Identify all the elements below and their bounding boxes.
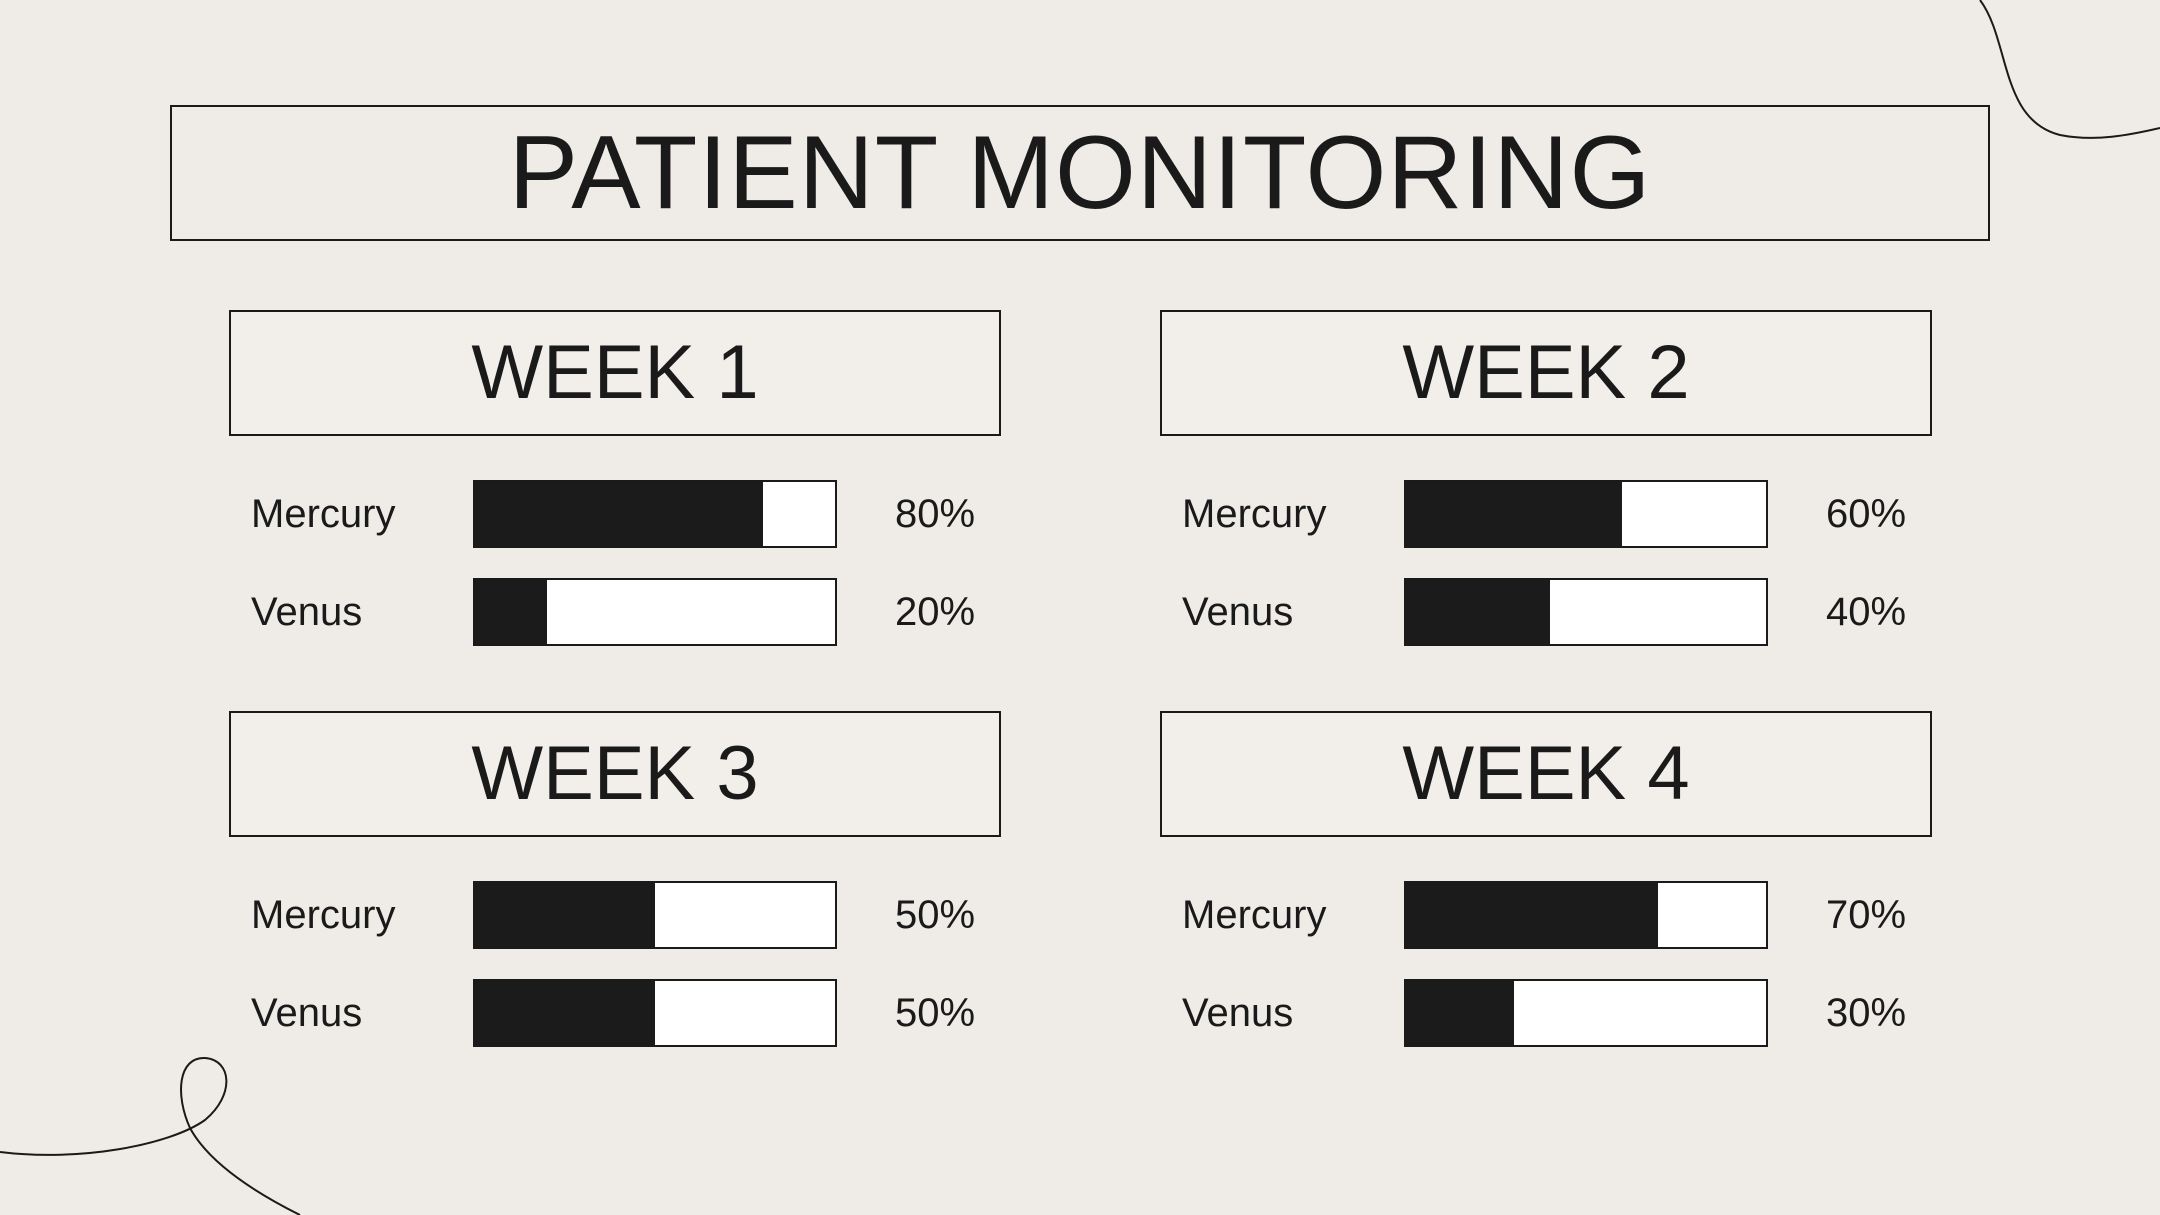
progress-bar (473, 578, 837, 646)
metric-row-venus: Venus 40% (1160, 578, 1932, 646)
week-header: WEEK 4 (1160, 711, 1932, 837)
progress-fill (475, 981, 655, 1045)
progress-bar (1404, 578, 1768, 646)
progress-bar (1404, 881, 1768, 949)
progress-fill (1406, 482, 1622, 546)
week-header: WEEK 1 (229, 310, 1001, 436)
metric-label: Mercury (251, 492, 396, 536)
metric-label: Venus (1182, 590, 1294, 634)
metric-percent: 80% (895, 492, 976, 536)
page-title: PATIENT MONITORING (508, 115, 1652, 231)
metric-label: Venus (1182, 991, 1294, 1035)
metric-row-mercury: Mercury 50% (229, 881, 1001, 949)
progress-fill (475, 883, 655, 947)
metric-row-venus: Venus 50% (229, 979, 1001, 1047)
week-title: WEEK 2 (1402, 330, 1690, 415)
metric-label: Mercury (251, 893, 396, 937)
metric-percent: 70% (1826, 893, 1907, 937)
metric-percent: 50% (895, 991, 976, 1035)
metric-percent: 30% (1826, 991, 1907, 1035)
progress-fill (1406, 883, 1658, 947)
bottom-left-loop (0, 1056, 301, 1215)
metric-row-mercury: Mercury 70% (1160, 881, 1932, 949)
metric-row-mercury: Mercury 60% (1160, 480, 1932, 548)
week-header: WEEK 2 (1160, 310, 1932, 436)
title-box: PATIENT MONITORING (170, 105, 1990, 241)
week-panel-3: WEEK 3 Mercury 50% Venus 50% (229, 711, 1001, 1051)
progress-bar (1404, 979, 1768, 1047)
progress-bar (473, 881, 837, 949)
metric-percent: 40% (1826, 590, 1907, 634)
top-right-curve (1979, 0, 2160, 139)
metric-percent: 20% (895, 590, 976, 634)
metric-row-venus: Venus 30% (1160, 979, 1932, 1047)
metric-label: Mercury (1182, 492, 1327, 536)
progress-fill (475, 580, 547, 644)
progress-bar (473, 480, 837, 548)
week-title: WEEK 4 (1402, 731, 1690, 816)
metric-row-venus: Venus 20% (229, 578, 1001, 646)
week-panel-2: WEEK 2 Mercury 60% Venus 40% (1160, 310, 1932, 650)
week-header: WEEK 3 (229, 711, 1001, 837)
week-panel-4: WEEK 4 Mercury 70% Venus 30% (1160, 711, 1932, 1051)
metric-row-mercury: Mercury 80% (229, 480, 1001, 548)
metric-label: Mercury (1182, 893, 1327, 937)
metric-label: Venus (251, 991, 363, 1035)
progress-bar (473, 979, 837, 1047)
metric-percent: 60% (1826, 492, 1907, 536)
week-panel-1: WEEK 1 Mercury 80% Venus 20% (229, 310, 1001, 650)
week-title: WEEK 1 (471, 330, 759, 415)
week-title: WEEK 3 (471, 731, 759, 816)
progress-fill (1406, 580, 1550, 644)
progress-fill (475, 482, 763, 546)
progress-fill (1406, 981, 1514, 1045)
metric-percent: 50% (895, 893, 976, 937)
metric-label: Venus (251, 590, 363, 634)
progress-bar (1404, 480, 1768, 548)
